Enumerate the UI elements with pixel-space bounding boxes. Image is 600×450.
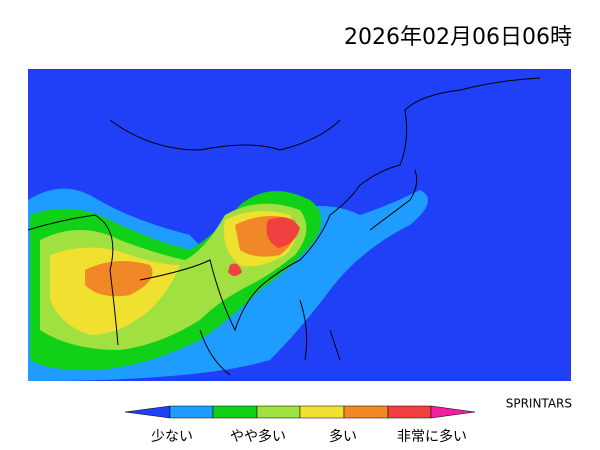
field-red (228, 217, 300, 276)
color-scale (124, 405, 476, 419)
coastline (27, 77, 541, 376)
scale-segment (343, 405, 389, 419)
legend-label: やや多い (230, 428, 286, 445)
scale-segment (299, 405, 345, 419)
title: 2026年02月06日06時 (344, 25, 572, 50)
scale-segment (256, 405, 301, 419)
legend-label: 多い (329, 428, 357, 445)
scale-segment (212, 405, 258, 419)
field-orange (85, 216, 296, 297)
scale-segment (430, 405, 476, 419)
legend-label: 少ない (151, 429, 193, 445)
scale-segment (124, 405, 171, 419)
scale-segment (169, 405, 214, 419)
scale-segment (387, 405, 432, 419)
legend-label: 非常に多い (397, 428, 467, 445)
map (27, 69, 571, 381)
credit: SPRINTARS (506, 397, 572, 411)
